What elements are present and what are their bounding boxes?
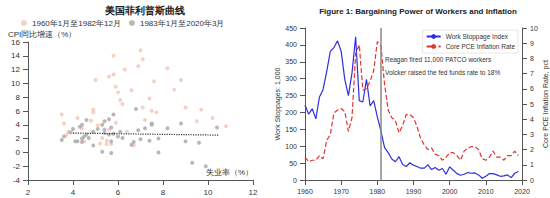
svg-text:2: 2 <box>530 146 534 153</box>
svg-text:16: 16 <box>11 38 20 47</box>
svg-text:5: 5 <box>530 101 534 108</box>
svg-text:4: 4 <box>71 188 76 197</box>
svg-text:美国菲利普斯曲线: 美国菲利普斯曲线 <box>104 5 185 16</box>
svg-text:200: 200 <box>285 109 297 116</box>
svg-text:失业率（%）: 失业率（%） <box>206 168 253 177</box>
svg-text:6: 6 <box>530 85 534 92</box>
svg-text:8: 8 <box>161 188 166 197</box>
svg-text:12: 12 <box>249 188 258 197</box>
svg-text:-2: -2 <box>13 162 21 171</box>
svg-text:Core PCE Inflation Rate: Core PCE Inflation Rate <box>446 43 516 50</box>
svg-text:450: 450 <box>285 25 297 32</box>
svg-text:2020: 2020 <box>514 188 530 195</box>
svg-text:250: 250 <box>285 92 297 99</box>
svg-text:1970: 1970 <box>333 188 349 195</box>
svg-text:0: 0 <box>16 148 21 157</box>
svg-text:4: 4 <box>530 116 534 123</box>
svg-text:3: 3 <box>530 131 534 138</box>
svg-text:1: 1 <box>530 161 534 168</box>
svg-text:1960: 1960 <box>297 188 313 195</box>
svg-text:Figure 1: Bargaining Power of: Figure 1: Bargaining Power of Workers an… <box>319 7 517 16</box>
svg-text:150: 150 <box>285 126 297 133</box>
svg-text:4: 4 <box>16 120 21 129</box>
svg-text:-4: -4 <box>13 176 21 185</box>
svg-text:10: 10 <box>204 188 213 197</box>
svg-text:1980: 1980 <box>370 188 386 195</box>
svg-text:2: 2 <box>26 188 31 197</box>
svg-text:2010: 2010 <box>478 188 494 195</box>
svg-text:10: 10 <box>11 79 20 88</box>
svg-text:6: 6 <box>116 188 121 197</box>
svg-text:0: 0 <box>293 177 297 184</box>
svg-text:7: 7 <box>530 70 534 77</box>
svg-text:1983年1月至2020年3月: 1983年1月至2020年3月 <box>140 19 225 28</box>
svg-text:2: 2 <box>16 134 21 143</box>
svg-text:1990: 1990 <box>406 188 422 195</box>
svg-text:Reagan fired 11,000 PATCO work: Reagan fired 11,000 PATCO workers <box>385 56 492 64</box>
svg-text:300: 300 <box>285 75 297 82</box>
svg-text:14: 14 <box>11 51 20 60</box>
svg-text:12: 12 <box>11 65 20 74</box>
svg-text:2000: 2000 <box>442 188 458 195</box>
svg-text:8: 8 <box>530 55 534 62</box>
svg-text:400: 400 <box>285 41 297 48</box>
svg-text:9: 9 <box>530 40 534 47</box>
svg-text:0: 0 <box>530 177 534 184</box>
svg-text:Work Stoppages: 1,000: Work Stoppages: 1,000 <box>274 67 282 140</box>
svg-text:Core PCE Inflation Rate, pct: Core PCE Inflation Rate, pct <box>542 60 550 148</box>
svg-text:350: 350 <box>285 58 297 65</box>
svg-text:100: 100 <box>285 143 297 150</box>
svg-text:6: 6 <box>16 107 21 116</box>
svg-text:1960年1月至1982年12月: 1960年1月至1982年12月 <box>32 19 121 28</box>
svg-text:Volcker raised the fed funds r: Volcker raised the fed funds rate to 18% <box>385 69 500 76</box>
svg-text:10: 10 <box>530 25 538 32</box>
svg-text:Work Stoppage Index: Work Stoppage Index <box>446 33 509 41</box>
svg-text:50: 50 <box>289 160 297 167</box>
svg-text:8: 8 <box>16 93 21 102</box>
svg-text:CPI同比增速（%）: CPI同比增速（%） <box>8 29 77 39</box>
